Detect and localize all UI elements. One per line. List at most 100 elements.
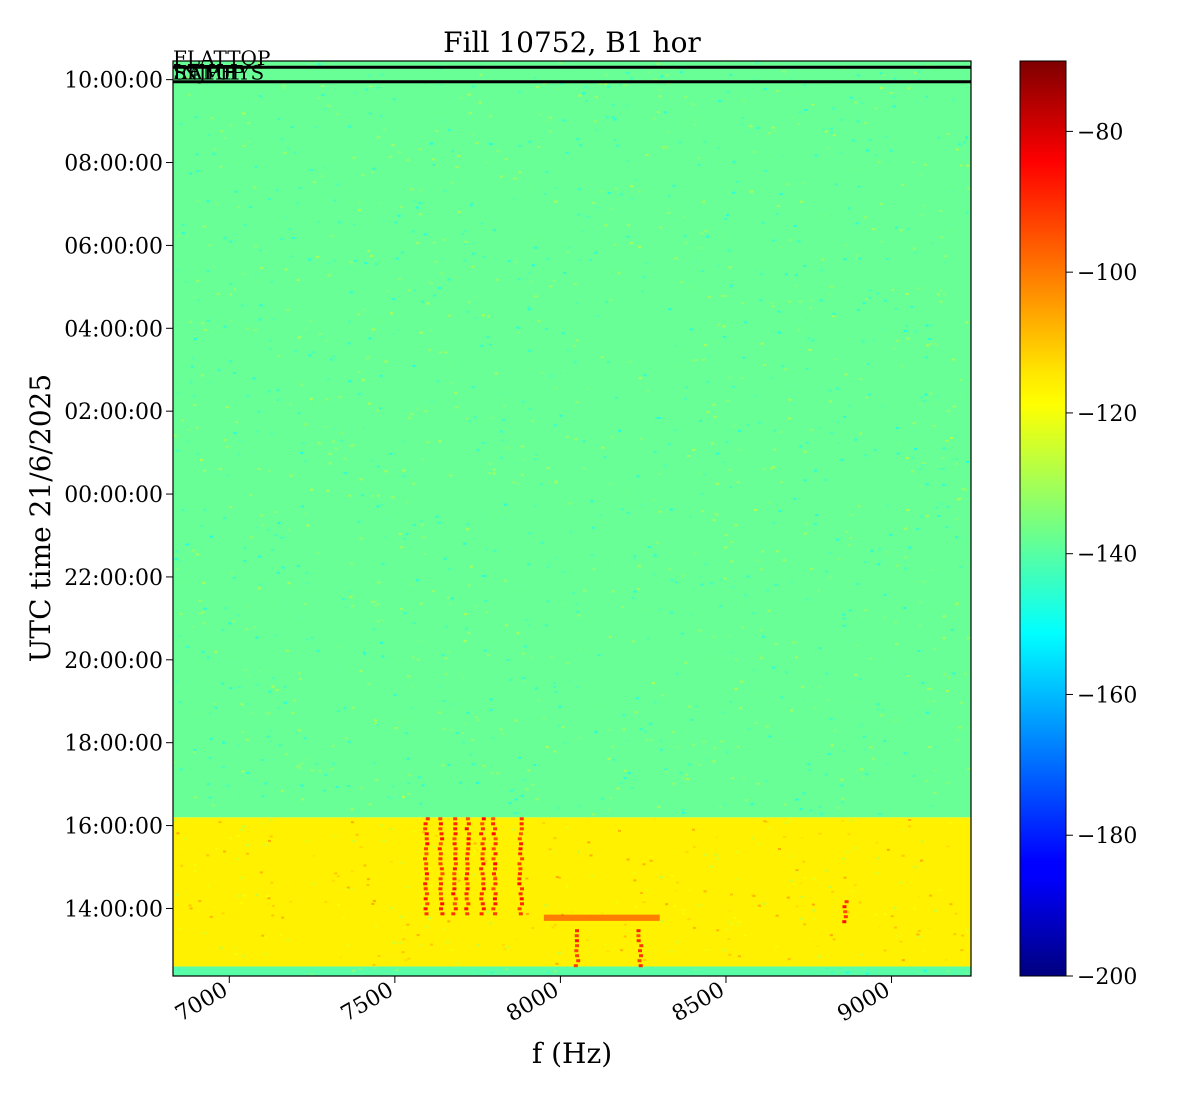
noise-pixel <box>698 764 702 767</box>
hot-line-segment <box>481 817 486 821</box>
noise-pixel <box>712 403 716 406</box>
hot-line-segment <box>576 959 581 963</box>
noise-pixel <box>836 538 840 541</box>
noise-pixel <box>251 779 255 782</box>
noise-pixel <box>552 279 556 282</box>
hot-line-segment <box>638 949 642 953</box>
noise-pixel <box>639 438 643 440</box>
noise-pixel <box>219 719 223 722</box>
noise-pixel <box>316 255 320 258</box>
noise-pixel <box>533 458 537 461</box>
noise-pixel <box>203 469 206 472</box>
y-tick-label: 22:00:00 <box>64 566 163 591</box>
noise-pixel <box>359 537 363 540</box>
noise-pixel <box>965 136 968 139</box>
noise-pixel <box>695 358 699 361</box>
noise-pixel <box>377 955 381 958</box>
noise-pixel <box>640 892 643 894</box>
noise-pixel <box>692 743 696 746</box>
hot-line-segment <box>480 822 485 826</box>
noise-pixel <box>824 773 828 776</box>
noise-pixel <box>367 868 371 870</box>
noise-pixel <box>175 779 179 781</box>
noise-pixel <box>471 426 475 429</box>
noise-pixel <box>185 280 188 283</box>
noise-pixel <box>329 768 333 771</box>
noise-pixel <box>665 131 669 134</box>
noise-pixel <box>802 699 806 701</box>
noise-pixel <box>544 904 548 907</box>
noise-pixel <box>213 445 217 447</box>
noise-pixel <box>472 873 476 876</box>
noise-pixel <box>197 299 201 302</box>
noise-pixel <box>805 367 809 370</box>
hot-line-segment <box>492 872 496 876</box>
noise-pixel <box>638 377 642 380</box>
noise-pixel <box>300 505 304 508</box>
noise-pixel <box>656 111 660 114</box>
noise-pixel <box>267 198 271 200</box>
noise-pixel <box>819 299 823 302</box>
noise-pixel <box>842 750 846 752</box>
noise-pixel <box>769 377 773 380</box>
noise-pixel <box>595 129 599 132</box>
noise-pixel <box>812 918 816 921</box>
noise-pixel <box>357 428 361 431</box>
noise-pixel <box>534 246 538 249</box>
noise-pixel <box>463 259 467 262</box>
noise-pixel <box>889 91 893 94</box>
noise-pixel <box>655 541 659 544</box>
noise-pixel <box>310 973 314 976</box>
noise-pixel <box>175 893 179 896</box>
noise-pixel <box>283 701 287 704</box>
noise-pixel <box>203 607 207 610</box>
noise-pixel <box>253 329 257 331</box>
noise-pixel <box>799 808 803 811</box>
noise-pixel <box>269 348 272 350</box>
noise-pixel <box>331 444 335 447</box>
noise-pixel <box>849 96 853 99</box>
noise-pixel <box>738 449 741 452</box>
noise-pixel <box>875 841 879 844</box>
noise-pixel <box>421 458 424 461</box>
noise-pixel <box>798 111 802 114</box>
noise-pixel <box>693 760 697 763</box>
noise-pixel <box>641 967 645 970</box>
noise-pixel <box>919 173 923 176</box>
noise-pixel <box>681 811 685 814</box>
noise-pixel <box>705 949 709 952</box>
noise-pixel <box>528 140 532 143</box>
noise-pixel <box>561 726 565 729</box>
noise-pixel <box>343 707 347 710</box>
noise-pixel <box>578 188 581 191</box>
noise-pixel <box>409 949 413 951</box>
noise-pixel <box>884 135 888 138</box>
noise-pixel <box>331 745 335 748</box>
noise-pixel <box>965 211 969 214</box>
noise-pixel <box>722 461 726 464</box>
noise-pixel <box>274 534 278 537</box>
noise-pixel <box>212 152 216 155</box>
noise-pixel <box>685 773 689 776</box>
noise-pixel <box>337 645 341 648</box>
noise-pixel <box>391 496 395 499</box>
noise-pixel <box>879 203 883 205</box>
noise-pixel <box>566 349 569 352</box>
noise-pixel <box>325 398 329 401</box>
noise-pixel <box>290 255 294 258</box>
noise-pixel <box>496 772 500 775</box>
hot-line-segment <box>517 872 522 876</box>
noise-pixel <box>939 300 943 303</box>
noise-pixel <box>726 90 730 93</box>
noise-pixel <box>663 464 667 467</box>
noise-pixel <box>610 208 614 211</box>
noise-pixel <box>310 769 314 772</box>
noise-pixel <box>509 678 513 681</box>
noise-pixel <box>778 848 781 850</box>
noise-pixel <box>783 836 787 838</box>
noise-pixel <box>470 202 474 205</box>
noise-pixel <box>211 804 215 807</box>
noise-pixel <box>366 878 370 881</box>
noise-pixel <box>293 735 297 738</box>
noise-pixel <box>406 471 410 474</box>
